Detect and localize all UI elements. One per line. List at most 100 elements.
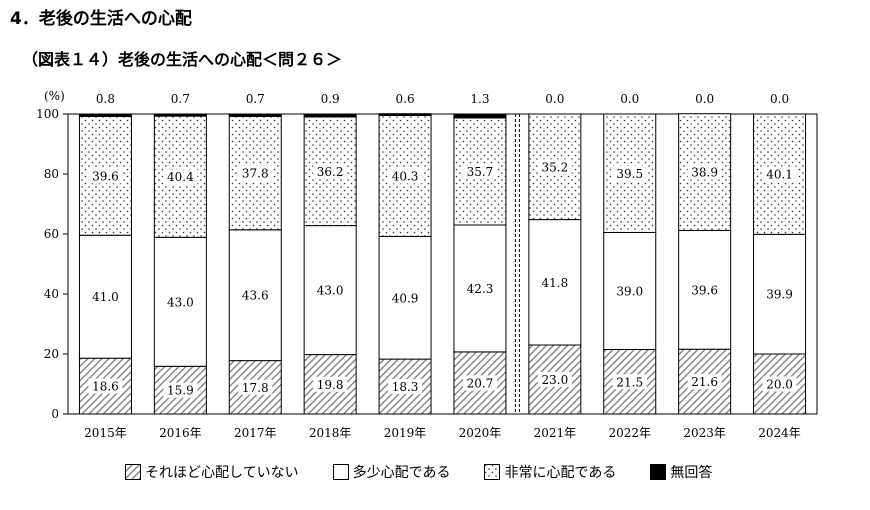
data-label: 39.0 — [616, 285, 643, 299]
legend-item-white: 多少心配である — [332, 462, 451, 482]
data-label-bg — [388, 379, 423, 395]
legend-label: 非常に心配である — [504, 465, 617, 481]
bar-segment-black — [453, 113, 507, 119]
data-label-bg — [388, 290, 423, 306]
data-label-bg — [762, 376, 797, 392]
data-label: 41.8 — [541, 276, 568, 290]
data-label: 43.0 — [167, 295, 194, 309]
no-answer-label: 0.7 — [171, 92, 190, 106]
y-tick-label: 40 — [44, 287, 59, 301]
legend-item-dots: 非常に心配である — [484, 462, 616, 482]
y-tick-label: 60 — [44, 227, 59, 241]
data-label-bg — [313, 376, 348, 392]
legend-item-hatch: それほど心配していない — [125, 462, 299, 482]
no-answer-label: 0.9 — [321, 92, 340, 106]
x-tick-label: 2017年 — [234, 426, 277, 440]
y-tick-label: 80 — [44, 167, 59, 181]
data-label-bg — [687, 282, 722, 298]
data-label-bg — [537, 274, 572, 290]
bar-segment-white — [378, 235, 432, 360]
data-label: 39.6 — [691, 283, 718, 297]
data-label: 35.7 — [467, 165, 494, 179]
data-label-bg — [238, 165, 273, 181]
no-answer-label: 0.0 — [545, 92, 564, 106]
data-label: 20.7 — [467, 376, 494, 390]
data-label-bg — [612, 165, 647, 181]
x-tick-label: 2023年 — [683, 426, 726, 440]
data-label: 23.0 — [541, 373, 568, 387]
data-label-bg — [88, 378, 123, 394]
data-label-bg — [687, 374, 722, 390]
data-label: 39.5 — [616, 167, 643, 181]
data-label: 18.3 — [392, 380, 419, 394]
data-label-bg — [612, 283, 647, 299]
bar-segment-dots — [228, 115, 282, 231]
legend-swatch — [332, 464, 349, 480]
data-label: 42.3 — [467, 282, 494, 296]
legend-label: それほど心配していない — [145, 465, 299, 481]
data-label-bg — [163, 294, 198, 310]
data-label-bg — [687, 164, 722, 180]
data-label-bg — [537, 372, 572, 387]
data-label-bg — [313, 163, 348, 179]
data-label-bg — [462, 163, 497, 179]
y-tick-label: 20 — [44, 347, 59, 361]
bar-segment-black — [153, 113, 207, 117]
bar-segment-black — [228, 113, 282, 117]
no-answer-label: 0.0 — [695, 92, 714, 106]
no-answer-label: 0.7 — [246, 92, 265, 106]
plot-frame — [67, 113, 818, 415]
data-label-bg — [88, 168, 123, 184]
x-tick-label: 2021年 — [534, 426, 577, 440]
data-label: 43.0 — [317, 284, 344, 298]
legend-swatch — [125, 464, 141, 480]
data-label: 38.9 — [691, 166, 718, 180]
data-label: 39.6 — [92, 169, 119, 183]
data-label: 20.0 — [766, 378, 793, 392]
bar-segment-black — [303, 113, 357, 118]
data-label: 43.6 — [242, 289, 269, 303]
no-answer-label: 1.3 — [470, 92, 489, 106]
data-label: 21.6 — [691, 375, 718, 389]
x-tick-label: 2019年 — [384, 426, 427, 440]
data-label: 18.6 — [92, 380, 119, 394]
legend-label: 多少心配である — [352, 465, 451, 481]
data-label: 40.4 — [167, 170, 194, 184]
data-label-bg — [313, 282, 348, 298]
x-tick-label: 2020年 — [459, 426, 502, 440]
data-label-bg — [762, 166, 797, 182]
data-label: 36.2 — [317, 165, 344, 179]
section-title: 4．老後の生活への心配 — [10, 9, 192, 29]
bar-segment-black — [378, 113, 432, 116]
data-label-bg — [88, 289, 123, 305]
data-label: 40.1 — [766, 168, 793, 182]
legend-label: 無回答 — [670, 465, 713, 481]
legend-item-black: 無回答 — [650, 462, 712, 482]
data-label-bg — [163, 169, 198, 185]
data-label: 17.8 — [242, 381, 269, 395]
y-axis-unit: (%) — [44, 89, 65, 103]
data-label-bg — [462, 375, 497, 391]
bar-segment-hatch — [753, 353, 807, 415]
data-label: 40.9 — [392, 291, 419, 305]
data-label: 37.8 — [242, 167, 269, 181]
no-answer-label: 0.8 — [96, 92, 115, 106]
data-label-bg — [462, 280, 497, 296]
data-label: 41.0 — [92, 290, 119, 304]
x-tick-label: 2015年 — [84, 426, 127, 440]
data-label-bg — [537, 159, 572, 175]
data-label: 21.5 — [616, 375, 643, 389]
stacked-bar-chart: 0 20 40 60 80 100 (%) 18.6 41.0 39.6 0.8 2015年 15.9… — [36, 89, 818, 440]
data-label: 35.2 — [541, 160, 568, 174]
data-label: 39.9 — [766, 288, 793, 302]
data-label-bg — [612, 374, 647, 390]
legend-swatch — [650, 464, 667, 480]
x-tick-label: 2016年 — [159, 426, 202, 440]
no-answer-label: 0.6 — [396, 92, 415, 106]
data-label-bg — [238, 379, 273, 395]
data-label-bg — [388, 168, 423, 184]
x-tick-label: 2022年 — [608, 426, 651, 440]
data-label-bg — [238, 287, 273, 303]
data-label-bg — [762, 286, 797, 302]
no-answer-label: 0.0 — [620, 92, 639, 106]
